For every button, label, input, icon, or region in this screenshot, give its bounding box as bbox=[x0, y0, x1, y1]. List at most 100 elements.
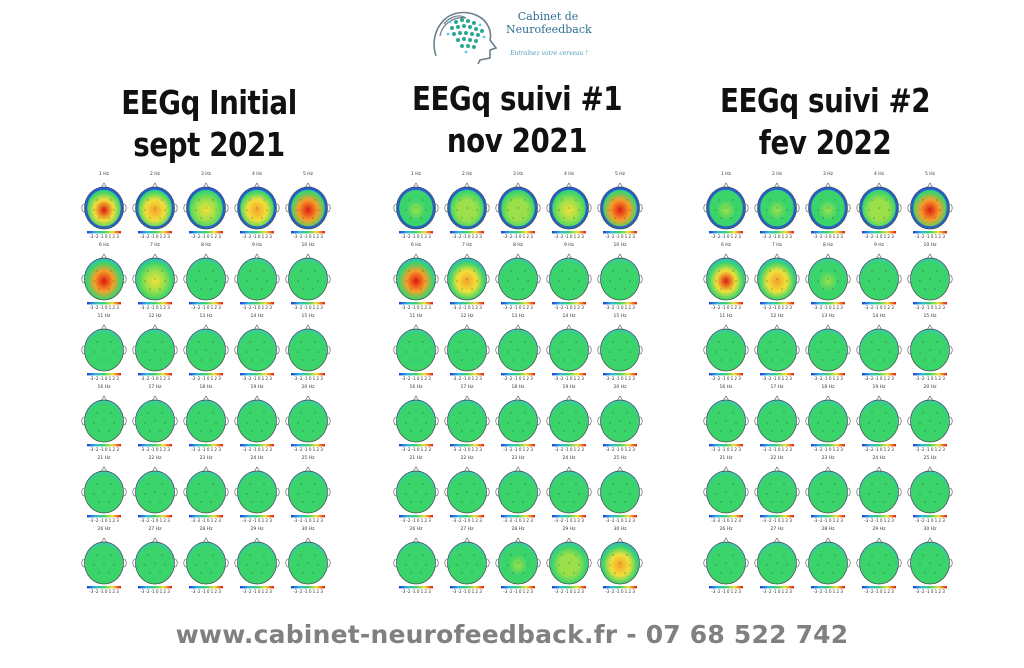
topomap-frequency-label: 3 Hz bbox=[822, 172, 834, 177]
topomap-19hz: 19 Hz -3 -2 -1 0 1 2 3 bbox=[233, 385, 281, 455]
topomap-29hz: 29 Hz -3 -2 -1 0 1 2 3 bbox=[233, 527, 281, 597]
colorbar-scale-label: -3 -2 -1 0 1 2 3 bbox=[503, 447, 533, 452]
colorbar-scale-label: -3 -2 -1 0 1 2 3 bbox=[762, 447, 792, 452]
colorbar-scale-label: -3 -2 -1 0 1 2 3 bbox=[452, 305, 482, 310]
colorbar-scale-label: -3 -2 -1 0 1 2 3 bbox=[554, 234, 584, 239]
colorbar-scale-label: -3 -2 -1 0 1 2 3 bbox=[452, 376, 482, 381]
head-topomap-icon bbox=[393, 466, 439, 518]
topomap-frequency-label: 14 Hz bbox=[250, 314, 264, 319]
topomap-14hz: 14 Hz -3 -2 -1 0 1 2 3 bbox=[855, 314, 903, 384]
colorbar-scale-label: -3 -2 -1 0 1 2 3 bbox=[915, 589, 945, 594]
head-topomap-icon bbox=[754, 182, 800, 234]
topomap-frequency-label: 30 Hz bbox=[613, 527, 627, 532]
head-topomap-icon bbox=[597, 537, 643, 589]
head-topomap-icon bbox=[805, 253, 851, 305]
topomap-frequency-label: 5 Hz bbox=[614, 172, 626, 177]
colorbar-scale-label: -3 -2 -1 0 1 2 3 bbox=[401, 376, 431, 381]
head-topomap-icon bbox=[285, 324, 331, 376]
topomap-frequency-label: 20 Hz bbox=[613, 385, 627, 390]
topomap-9hz: 9 Hz -3 -2 -1 0 1 2 3 bbox=[233, 243, 281, 313]
topomap-frequency-label: 17 Hz bbox=[460, 385, 474, 390]
topomap-2hz: 2 Hz -3 -2 -1 0 1 2 3 bbox=[131, 172, 179, 242]
colorbar-scale-label: -3 -2 -1 0 1 2 3 bbox=[554, 376, 584, 381]
topomap-28hz: 28 Hz -3 -2 -1 0 1 2 3 bbox=[182, 527, 230, 597]
topomap-frequency-label: 22 Hz bbox=[148, 456, 162, 461]
head-topomap-icon bbox=[132, 537, 178, 589]
head-topomap-icon bbox=[495, 253, 541, 305]
head-topomap-icon bbox=[754, 466, 800, 518]
topomap-5hz: 5 Hz -3 -2 -1 0 1 2 3 bbox=[284, 172, 332, 242]
topomap-28hz: 28 Hz -3 -2 -1 0 1 2 3 bbox=[804, 527, 852, 597]
topomap-frequency-label: 6 Hz bbox=[720, 243, 732, 248]
colorbar-scale-label: -3 -2 -1 0 1 2 3 bbox=[554, 447, 584, 452]
colorbar-scale-label: -3 -2 -1 0 1 2 3 bbox=[452, 589, 482, 594]
head-topomap-icon bbox=[703, 395, 749, 447]
topomap-frequency-label: 18 Hz bbox=[511, 385, 525, 390]
colorbar-scale-label: -3 -2 -1 0 1 2 3 bbox=[401, 518, 431, 523]
head-topomap-icon bbox=[754, 537, 800, 589]
topomap-frequency-label: 2 Hz bbox=[771, 172, 783, 177]
panel-title-line1: EEGq suivi #1 bbox=[412, 79, 623, 118]
colorbar-scale-label: -3 -2 -1 0 1 2 3 bbox=[140, 305, 170, 310]
topomap-5hz: 5 Hz -3 -2 -1 0 1 2 3 bbox=[906, 172, 954, 242]
topomap-2hz: 2 Hz -3 -2 -1 0 1 2 3 bbox=[753, 172, 801, 242]
topomap-frequency-label: 1 Hz bbox=[410, 172, 422, 177]
topomap-frequency-label: 29 Hz bbox=[250, 527, 264, 532]
topomap-frequency-label: 16 Hz bbox=[97, 385, 111, 390]
head-topomap-icon bbox=[907, 466, 953, 518]
colorbar-scale-label: -3 -2 -1 0 1 2 3 bbox=[191, 305, 221, 310]
head-topomap-icon bbox=[805, 324, 851, 376]
colorbar-scale-label: -3 -2 -1 0 1 2 3 bbox=[503, 518, 533, 523]
topomap-3hz: 3 Hz -3 -2 -1 0 1 2 3 bbox=[494, 172, 542, 242]
head-topomap-icon bbox=[183, 395, 229, 447]
topomap-frequency-label: 29 Hz bbox=[562, 527, 576, 532]
colorbar-scale-label: -3 -2 -1 0 1 2 3 bbox=[401, 234, 431, 239]
colorbar-scale-label: -3 -2 -1 0 1 2 3 bbox=[864, 234, 894, 239]
head-topomap-icon bbox=[183, 324, 229, 376]
colorbar-scale-label: -3 -2 -1 0 1 2 3 bbox=[711, 447, 741, 452]
topomap-8hz: 8 Hz -3 -2 -1 0 1 2 3 bbox=[494, 243, 542, 313]
colorbar-scale-label: -3 -2 -1 0 1 2 3 bbox=[242, 234, 272, 239]
head-topomap-icon bbox=[856, 466, 902, 518]
topomap-frequency-label: 16 Hz bbox=[719, 385, 733, 390]
colorbar-scale-label: -3 -2 -1 0 1 2 3 bbox=[605, 518, 635, 523]
topomap-18hz: 18 Hz -3 -2 -1 0 1 2 3 bbox=[804, 385, 852, 455]
head-topomap-icon bbox=[495, 395, 541, 447]
colorbar-scale-label: -3 -2 -1 0 1 2 3 bbox=[140, 234, 170, 239]
colorbar-scale-label: -3 -2 -1 0 1 2 3 bbox=[242, 376, 272, 381]
topomap-frequency-label: 27 Hz bbox=[148, 527, 162, 532]
colorbar-scale-label: -3 -2 -1 0 1 2 3 bbox=[503, 589, 533, 594]
head-topomap-icon bbox=[546, 324, 592, 376]
head-topomap-icon bbox=[907, 182, 953, 234]
topomap-16hz: 16 Hz -3 -2 -1 0 1 2 3 bbox=[392, 385, 440, 455]
head-topomap-icon bbox=[703, 324, 749, 376]
topomap-12hz: 12 Hz -3 -2 -1 0 1 2 3 bbox=[443, 314, 491, 384]
head-topomap-icon bbox=[703, 182, 749, 234]
topomap-frequency-label: 3 Hz bbox=[512, 172, 524, 177]
colorbar-scale-label: -3 -2 -1 0 1 2 3 bbox=[762, 376, 792, 381]
topomap-frequency-label: 15 Hz bbox=[613, 314, 627, 319]
topomap-10hz: 10 Hz -3 -2 -1 0 1 2 3 bbox=[596, 243, 644, 313]
topomap-29hz: 29 Hz -3 -2 -1 0 1 2 3 bbox=[855, 527, 903, 597]
colorbar-scale-label: -3 -2 -1 0 1 2 3 bbox=[915, 447, 945, 452]
topomap-6hz: 6 Hz -3 -2 -1 0 1 2 3 bbox=[702, 243, 750, 313]
colorbar-scale-label: -3 -2 -1 0 1 2 3 bbox=[554, 589, 584, 594]
topomap-frequency-label: 19 Hz bbox=[872, 385, 886, 390]
colorbar-scale-label: -3 -2 -1 0 1 2 3 bbox=[605, 305, 635, 310]
topomap-frequency-label: 8 Hz bbox=[200, 243, 212, 248]
head-topomap-icon bbox=[234, 395, 280, 447]
head-topomap-icon bbox=[805, 395, 851, 447]
topomap-frequency-label: 26 Hz bbox=[97, 527, 111, 532]
topomap-frequency-label: 21 Hz bbox=[409, 456, 423, 461]
topomap-frequency-label: 7 Hz bbox=[461, 243, 473, 248]
head-topomap-icon bbox=[444, 466, 490, 518]
colorbar-scale-label: -3 -2 -1 0 1 2 3 bbox=[605, 447, 635, 452]
head-topomap-icon bbox=[546, 182, 592, 234]
colorbar-scale-label: -3 -2 -1 0 1 2 3 bbox=[89, 447, 119, 452]
topomap-frequency-label: 25 Hz bbox=[301, 456, 315, 461]
colorbar-scale-label: -3 -2 -1 0 1 2 3 bbox=[762, 234, 792, 239]
colorbar-scale-label: -3 -2 -1 0 1 2 3 bbox=[864, 305, 894, 310]
topomap-frequency-label: 18 Hz bbox=[821, 385, 835, 390]
footer-contact: www.cabinet-neurofeedback.fr - 07 68 522… bbox=[175, 620, 849, 649]
head-topomap-icon bbox=[907, 537, 953, 589]
